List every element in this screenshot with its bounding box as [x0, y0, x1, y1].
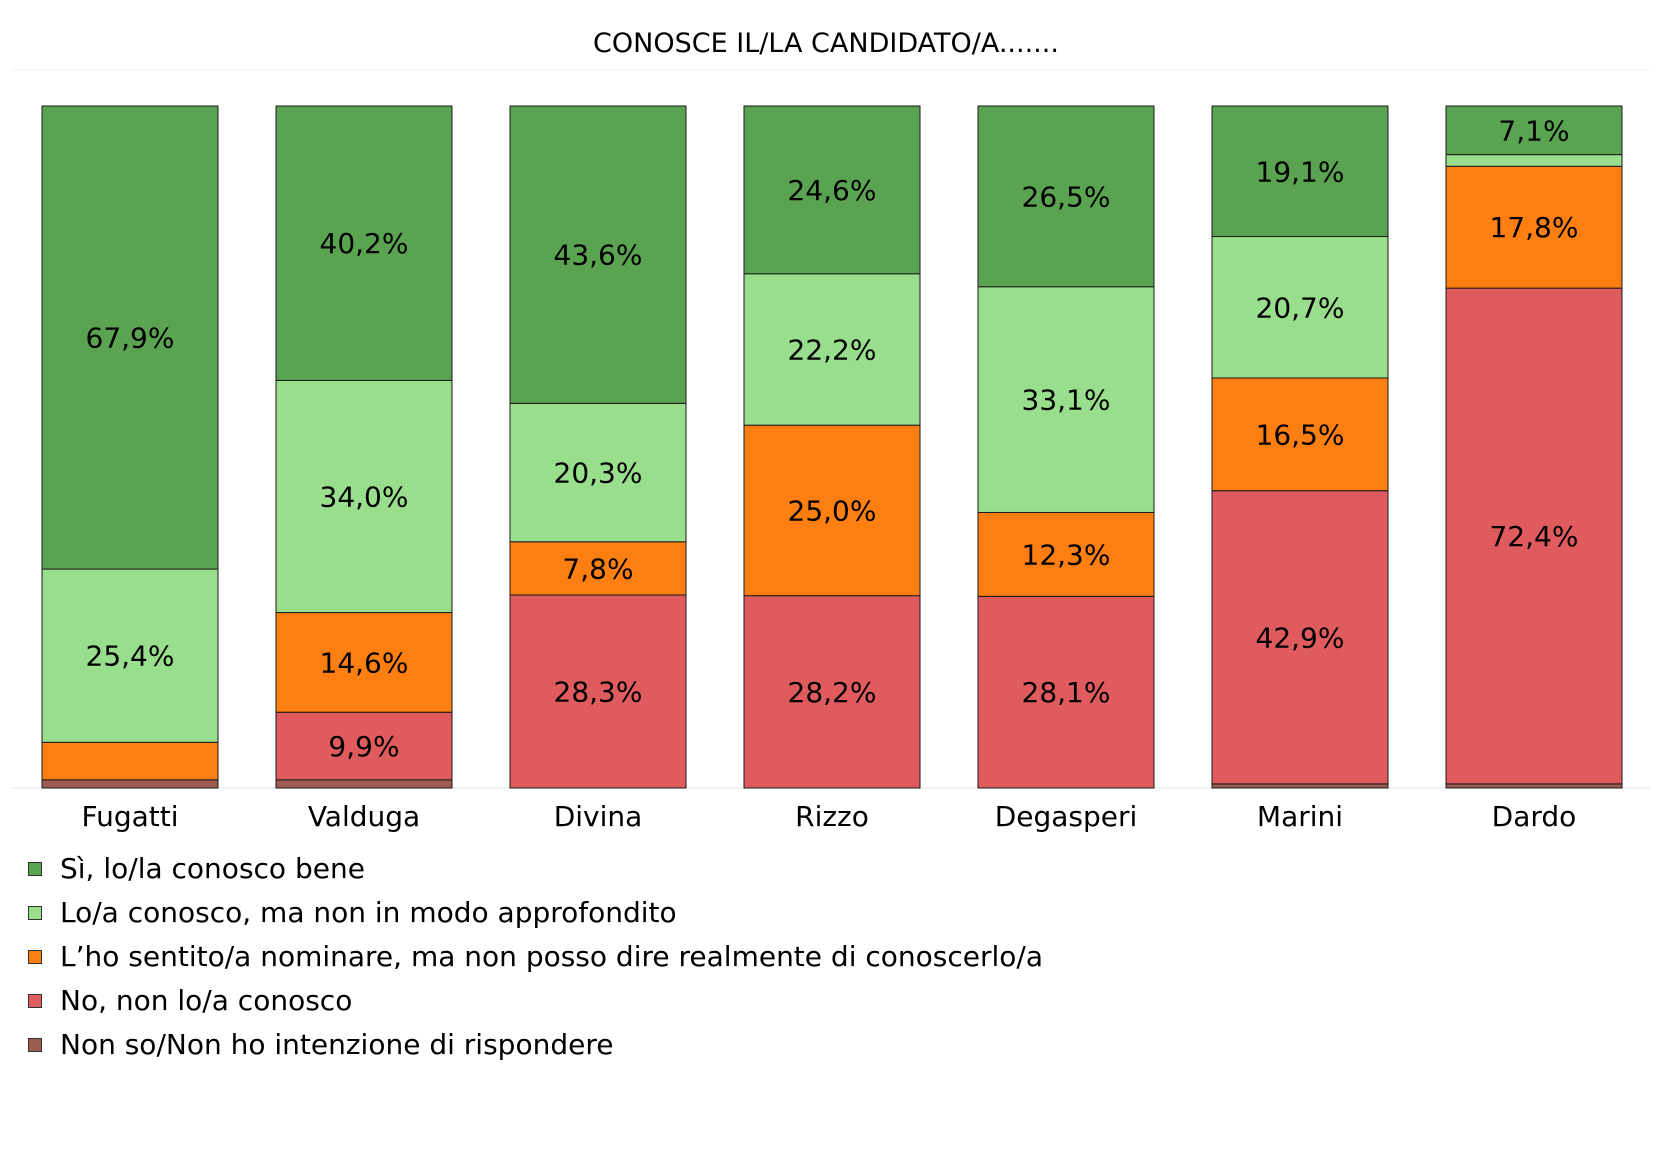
- bars-group: 25,4% 67,9% 9,9% 14,6% 34,0% 40,2% 28,3% 7,8% 20…: [41, 105, 1623, 789]
- legend-swatch: [28, 994, 42, 1008]
- data-label: 43,6%: [554, 239, 643, 272]
- bar-segment: [1211, 490, 1389, 785]
- bar-segment: [743, 595, 921, 789]
- bar-segment: [275, 711, 453, 781]
- data-label: 28,1%: [1022, 676, 1111, 709]
- bar-segment: [41, 568, 219, 743]
- data-label: 7,8%: [562, 552, 633, 585]
- data-label: 14,6%: [320, 646, 409, 679]
- bar-segment: [977, 595, 1155, 789]
- data-label: 28,2%: [788, 676, 877, 709]
- bar-segment: [977, 511, 1155, 597]
- bar-segment: [509, 105, 687, 404]
- legend-label: L’ho sentito/a nominare, ma non posso di…: [60, 940, 1043, 973]
- data-label: 20,3%: [554, 457, 643, 490]
- legend-swatch: [28, 862, 42, 876]
- data-label: 40,2%: [320, 227, 409, 260]
- bar-segment: [275, 612, 453, 713]
- bar-segment: [275, 779, 453, 789]
- bar-segment: [1211, 377, 1389, 492]
- stacked-bar-chart: CONOSCE IL/LA CANDIDATO/A....... 25,4% 67…: [12, 28, 1650, 833]
- data-label: 20,7%: [1256, 291, 1345, 324]
- category-label: Fugatti: [82, 800, 179, 833]
- legend-swatch: [28, 906, 42, 920]
- legend-label: Sì, lo/la conosco bene: [60, 852, 365, 885]
- bar-segment: [41, 741, 219, 781]
- bar-segment: [1445, 154, 1623, 167]
- data-label: 19,1%: [1256, 155, 1345, 188]
- bar-segment: [41, 105, 219, 570]
- category-label: Divina: [554, 800, 643, 833]
- bar-segment: [1211, 236, 1389, 379]
- data-label: 22,2%: [788, 333, 877, 366]
- bar-segment: [509, 541, 687, 596]
- legend-label: Non so/Non ho intenzione di rispondere: [60, 1028, 614, 1061]
- category-label: Degasperi: [995, 800, 1138, 833]
- bar-segment: [743, 273, 921, 426]
- bar-segment: [1445, 287, 1623, 785]
- category-label: Valduga: [308, 800, 420, 833]
- bar-segment: [743, 424, 921, 597]
- bar-segment: [977, 105, 1155, 288]
- data-label: 7,1%: [1498, 114, 1569, 147]
- bar-segment: [1445, 105, 1623, 156]
- data-label: 17,8%: [1490, 211, 1579, 244]
- data-label: 33,1%: [1022, 384, 1111, 417]
- legend-label: Lo/a conosco, ma non in modo approfondit…: [60, 896, 677, 929]
- legend-swatch: [28, 1038, 42, 1052]
- data-label: 72,4%: [1490, 520, 1579, 553]
- bar-segment: [41, 779, 219, 789]
- bar-segment: [1445, 165, 1623, 289]
- legend-label: No, non lo/a conosco: [60, 984, 353, 1017]
- bar-segment: [509, 402, 687, 543]
- category-label: Rizzo: [795, 800, 869, 833]
- data-label: 42,9%: [1256, 621, 1345, 654]
- data-label: 25,4%: [86, 640, 175, 673]
- data-label: 34,0%: [320, 480, 409, 513]
- category-label: Dardo: [1492, 800, 1577, 833]
- data-label: 26,5%: [1022, 180, 1111, 213]
- bar-segment: [275, 105, 453, 381]
- bar-segment: [977, 286, 1155, 513]
- category-label: Marini: [1257, 800, 1343, 833]
- data-label: 25,0%: [788, 494, 877, 527]
- data-label: 24,6%: [788, 174, 877, 207]
- data-label: 9,9%: [328, 730, 399, 763]
- bar-segment: [509, 594, 687, 789]
- category-labels: Fugatti Valduga Divina Rizzo Degasperi Marini…: [82, 800, 1577, 833]
- bar-segment: [743, 105, 921, 275]
- chart-title: CONOSCE IL/LA CANDIDATO/A.......: [593, 28, 1059, 59]
- bar-segment: [1211, 105, 1389, 238]
- data-label: 67,9%: [86, 322, 175, 355]
- bar-segment: [275, 379, 453, 614]
- legend-swatch: [28, 950, 42, 964]
- data-label: 12,3%: [1022, 538, 1111, 571]
- data-label: 28,3%: [554, 675, 643, 708]
- bar-segment: [1211, 783, 1389, 789]
- bar-segment: [1445, 783, 1623, 789]
- data-label: 16,5%: [1256, 418, 1345, 451]
